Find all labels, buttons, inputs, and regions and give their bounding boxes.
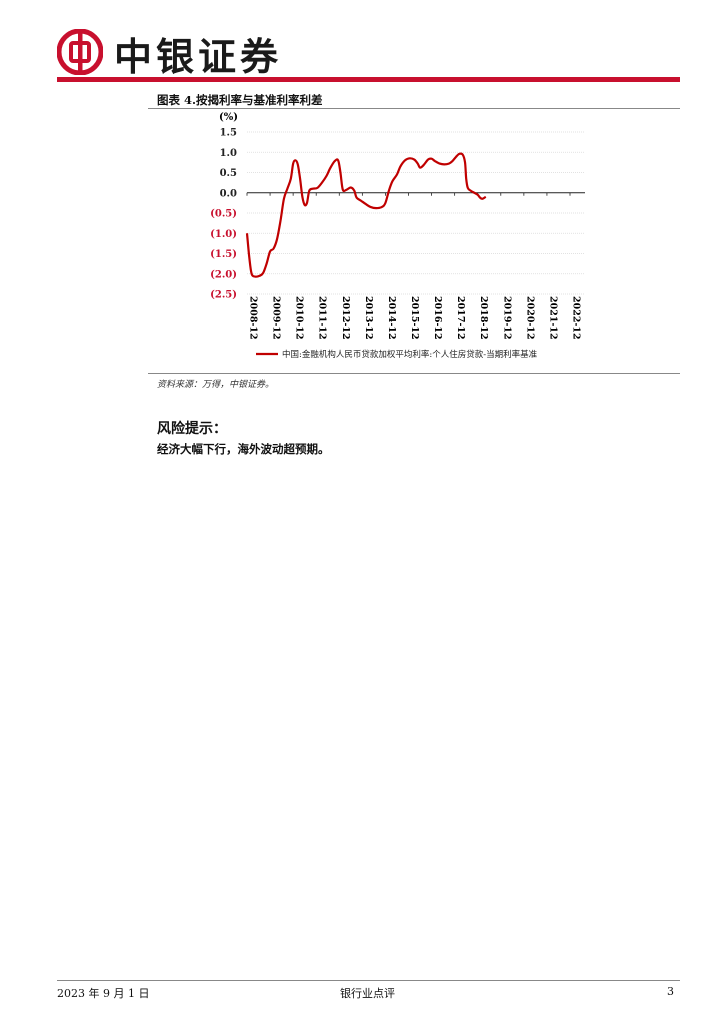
figure-source: 资料来源：万得，中银证券。: [157, 380, 275, 390]
spread-line-chart: (%) 1.5 1.0 0.5 0.0 (0.5) (1.0) (1.5) (2.0) (2.5)…: [210, 112, 585, 360]
page-header: 中银证券: [0, 0, 724, 90]
x-tick-label: 2015-12: [409, 296, 420, 340]
x-tick-label: 2013-12: [363, 296, 374, 340]
x-tick-label: 2011-12: [317, 296, 328, 340]
y-tick-label: (0.5): [210, 209, 237, 220]
y-tick-label: 0.5: [220, 168, 237, 179]
x-tick-label: 2019-12: [501, 296, 512, 340]
figure-top-rule: [148, 108, 680, 109]
y-tick-label: (2.5): [210, 290, 237, 301]
risk-text: 经济大幅下行，海外波动超预期。: [157, 442, 330, 456]
x-tick-label: 2017-12: [455, 296, 466, 340]
y-unit-label: (%): [219, 112, 238, 123]
x-tick-label: 2016-12: [432, 296, 443, 340]
x-tick-label: 2009-12: [271, 296, 282, 340]
bank-logo-icon: [57, 29, 103, 75]
y-tick-label: (1.5): [210, 249, 237, 260]
x-tick-label: 2022-12: [571, 296, 582, 340]
y-tick-label: 0.0: [220, 188, 237, 199]
footer-rule: [57, 980, 680, 981]
y-tick-label: (1.0): [210, 229, 237, 240]
header-divider: [57, 77, 680, 82]
page-number: 3: [667, 985, 674, 998]
x-tick-label: 2020-12: [524, 296, 535, 340]
figure-title: 图表 4.按揭利率与基准利率利差: [157, 93, 323, 107]
figure-bottom-rule: [148, 373, 680, 374]
x-tick-label: 2021-12: [547, 296, 558, 340]
y-tick-label: (2.0): [210, 269, 237, 280]
x-tick-label: 2008-12: [248, 296, 259, 340]
x-tick-label: 2012-12: [340, 296, 351, 340]
brand-name: 中银证券: [114, 34, 283, 79]
x-tick-label: 2018-12: [478, 296, 489, 340]
footer-report-type: 银行业点评: [340, 987, 395, 1000]
footer-date: 2023 年 9 月 1 日: [57, 987, 150, 1000]
legend-label: 中国:金融机构人民币贷款加权平均利率:个人住房贷款-当期利率基准: [282, 349, 538, 360]
y-tick-label: 1.5: [220, 128, 237, 139]
x-tick-label: 2010-12: [294, 296, 305, 340]
series-line: [245, 152, 487, 278]
x-tick-label: 2014-12: [386, 296, 397, 340]
risk-heading: 风险提示：: [157, 421, 227, 437]
y-tick-label: 1.0: [220, 148, 237, 159]
